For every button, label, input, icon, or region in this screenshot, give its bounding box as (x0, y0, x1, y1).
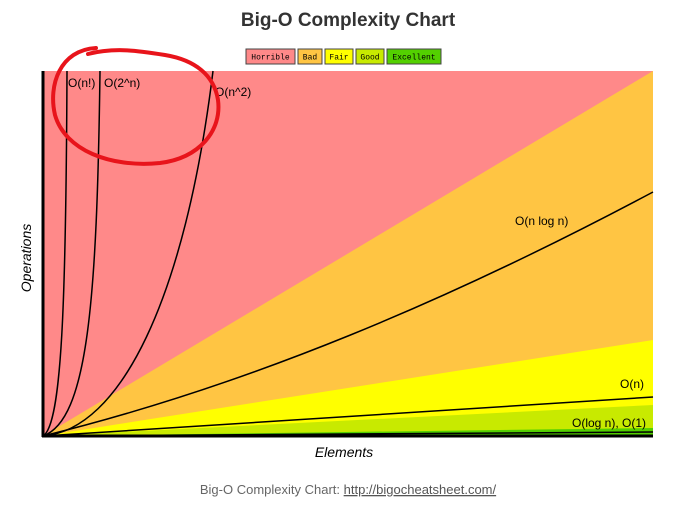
region-good (43, 405, 653, 436)
legend-label: Fair (329, 54, 348, 63)
curve (42, 70, 68, 437)
curve-label: O(log n), O(1) (572, 416, 646, 430)
caption: Big-O Complexity Chart: http://bigocheat… (200, 482, 497, 497)
legend-swatch (297, 48, 323, 65)
curve (42, 191, 654, 437)
curve-label: O(n log n) (515, 214, 568, 228)
legend-swatch (386, 48, 442, 65)
legend: Horrible Bad Fair Good Excellent (245, 48, 442, 65)
annotation-circle (51, 46, 221, 166)
curve-label: O(n) (620, 377, 644, 391)
caption-text: Big-O Complexity Chart: (200, 482, 340, 497)
x-axis-label: Elements (315, 444, 373, 460)
legend-label: Horrible (251, 54, 290, 63)
curve-label: O(2^n) (104, 76, 140, 90)
legend-swatch (355, 48, 385, 65)
legend-swatch (324, 48, 354, 65)
curve (42, 70, 214, 437)
legend-label: Bad (303, 54, 318, 63)
region-excellent (43, 428, 653, 436)
plot-area: O(n!) O(2^n) O(n^2) O(n log n) O(n) O(lo… (41, 70, 654, 438)
chart-title: Big-O Complexity Chart (241, 10, 456, 31)
curve-label: O(n^2) (215, 85, 251, 99)
region-bad (43, 71, 653, 436)
legend-swatch (245, 48, 296, 65)
caption-link[interactable]: http://bigocheatsheet.com/ (344, 482, 497, 497)
y-axis-label: Operations (18, 224, 34, 292)
curve-label: O(n!) (68, 76, 95, 90)
region-fair (43, 340, 653, 436)
legend-label: Excellent (392, 54, 435, 63)
curve (42, 396, 654, 437)
legend-label: Good (360, 54, 379, 63)
